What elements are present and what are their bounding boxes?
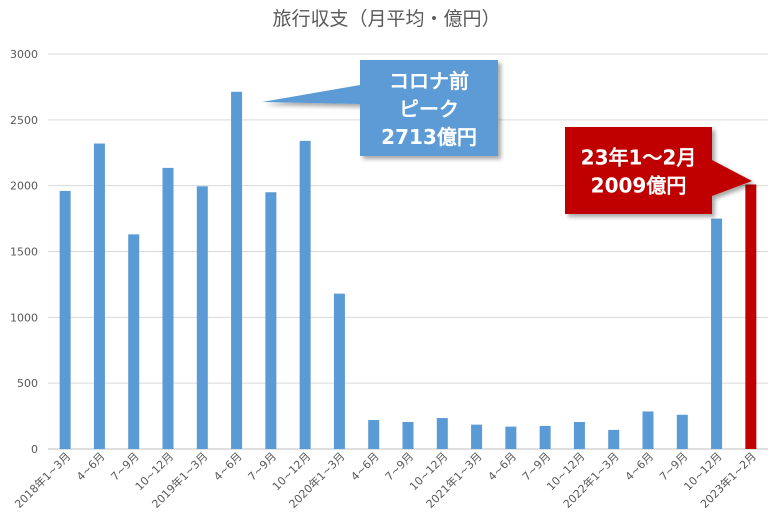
x-tick-label: 4~6月 <box>74 450 107 483</box>
bar <box>59 190 71 449</box>
x-tick-label: 4~6月 <box>486 450 519 483</box>
callout-text: 23年1～2月 <box>581 146 697 170</box>
bar-highlight <box>745 184 757 449</box>
bar <box>333 293 345 449</box>
bar <box>642 411 654 449</box>
bar <box>128 234 140 449</box>
bar <box>196 186 208 449</box>
bar <box>676 414 688 449</box>
x-tick-label: 7~9月 <box>108 450 141 483</box>
bar <box>608 429 620 449</box>
bar <box>402 422 414 449</box>
x-tick-label: 7~9月 <box>383 450 416 483</box>
chart-title: 旅行収支（月平均・億円） <box>272 8 501 30</box>
bar <box>265 192 277 449</box>
x-tick-label: 4~6月 <box>348 450 381 483</box>
x-tick-label: 7~9月 <box>520 450 553 483</box>
bar <box>299 140 311 449</box>
bar <box>162 167 174 449</box>
callout-pointer <box>262 85 360 104</box>
callout-pointer <box>712 160 752 196</box>
x-tick-label: 7~9月 <box>657 450 690 483</box>
callout-text: ピーク <box>399 97 459 121</box>
bars <box>59 91 757 450</box>
bar <box>436 418 448 449</box>
bar <box>573 422 585 449</box>
bar <box>93 143 105 450</box>
y-tick-label: 1500 <box>10 246 38 259</box>
bar <box>231 91 243 449</box>
x-tick-label: 4~6月 <box>623 450 656 483</box>
y-tick-label: 2000 <box>10 180 38 193</box>
y-tick-label: 500 <box>17 377 38 390</box>
bar <box>711 218 723 449</box>
callout-text: コロナ前 <box>389 69 469 93</box>
callout-2023 <box>565 127 752 214</box>
callout-text: 2713億円 <box>381 125 477 149</box>
callout-box <box>360 60 498 156</box>
bar <box>471 424 483 449</box>
y-tick-label: 3000 <box>10 48 38 61</box>
x-tick-label: 4~6月 <box>211 450 244 483</box>
y-tick-label: 2500 <box>10 114 38 127</box>
x-tick-label: 2018年1~3月 <box>12 449 74 511</box>
x-tick-label: 7~9月 <box>246 450 279 483</box>
callout-text: 2009億円 <box>591 174 687 198</box>
callout-box <box>565 127 712 214</box>
callout-precovid-peak <box>262 60 498 156</box>
bar <box>505 426 517 449</box>
bar <box>368 420 380 449</box>
y-axis-ticks: 0 500 1000 1500 2000 2500 3000 <box>10 48 38 456</box>
y-tick-label: 0 <box>31 443 38 456</box>
bar <box>539 425 551 449</box>
y-tick-label: 1000 <box>10 311 38 324</box>
